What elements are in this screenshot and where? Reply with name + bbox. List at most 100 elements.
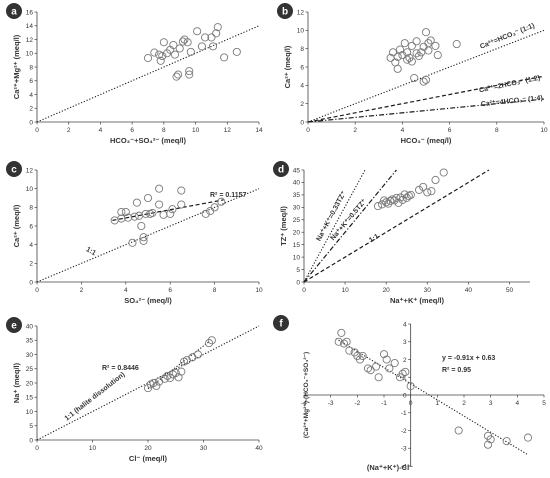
data-point	[186, 47, 195, 56]
x-tick-label: 8	[162, 127, 166, 134]
data-point	[143, 193, 153, 203]
data-point	[412, 37, 421, 46]
data-point	[159, 210, 168, 219]
data-point	[130, 212, 139, 221]
x-tick-label: 3	[489, 400, 493, 407]
y-tick-label: 10	[297, 28, 305, 35]
data-point	[398, 369, 407, 378]
x-axis-title: (Na⁺+K⁺)-Cl⁻	[367, 463, 413, 472]
x-axis-title: Na⁺+K⁺ (meq/l)	[390, 296, 444, 305]
data-point	[419, 182, 428, 191]
ratio-label-1-1: 1:1	[368, 233, 380, 244]
y-tick-label: 25	[293, 217, 301, 224]
panel-letter: a	[11, 7, 17, 18]
x-tick-label: 2	[67, 127, 71, 134]
reference-line	[307, 75, 545, 123]
data-point	[163, 371, 172, 380]
reference-line	[303, 169, 366, 283]
y-tick-label: 6	[29, 78, 33, 85]
data-point	[363, 364, 373, 373]
data-point	[502, 437, 511, 446]
y-tick-label: 35	[293, 192, 301, 199]
data-point	[379, 350, 389, 359]
x-tick-label: 1	[436, 400, 440, 407]
y-tick-label: 8	[300, 46, 304, 53]
y-tick-label: 25	[26, 366, 34, 373]
data-point	[454, 426, 463, 435]
y-tick-label: 0	[296, 279, 300, 286]
y-tick-label: 2	[300, 101, 304, 108]
r-squared-label: R² = 0.95	[442, 367, 471, 374]
data-point	[150, 48, 159, 57]
data-point	[207, 33, 216, 42]
data-point	[177, 200, 186, 209]
data-point	[374, 373, 383, 382]
y-tick-label: 10	[26, 51, 34, 58]
y-tick-label: 6	[29, 223, 33, 230]
data-point	[155, 184, 164, 193]
data-point	[121, 207, 130, 217]
data-point	[382, 355, 391, 364]
y-tick-label: 10	[26, 186, 34, 193]
x-tick-label: 40	[465, 287, 473, 294]
y-tick-label: 4	[29, 242, 33, 249]
data-point	[123, 213, 133, 222]
x-tick-label: 0	[302, 287, 306, 294]
data-point	[132, 198, 141, 207]
x-tick-label: 8	[213, 287, 217, 294]
y-tick-label: 8	[29, 205, 33, 212]
data-point	[388, 48, 398, 57]
data-point	[402, 193, 411, 202]
x-tick-label: -4	[301, 400, 307, 407]
data-point	[392, 193, 401, 202]
data-point	[220, 53, 229, 62]
data-point	[204, 339, 214, 348]
y-tick-label: 0	[300, 119, 304, 126]
data-point	[117, 207, 126, 217]
data-point	[401, 367, 410, 376]
data-point	[385, 364, 394, 373]
x-tick-label: 2	[353, 127, 357, 134]
y-tick-label: 4	[29, 92, 33, 99]
ratio-label-1-1: 1:1	[85, 246, 97, 257]
x-tick-label: 6	[168, 287, 172, 294]
panel-badge	[6, 3, 22, 19]
data-point	[452, 40, 461, 49]
y-tick-label: 15	[26, 395, 34, 402]
data-point	[378, 200, 387, 209]
panel-badge	[6, 317, 22, 333]
data-point	[208, 42, 218, 51]
data-point	[217, 197, 226, 206]
data-point	[419, 77, 428, 86]
data-point	[193, 350, 202, 359]
data-point	[169, 40, 178, 50]
y-tick-label: 1	[403, 375, 407, 382]
y-tick-label: 40	[293, 180, 301, 187]
panel-letter: d	[278, 165, 284, 176]
data-point	[177, 186, 186, 195]
panel-badge	[273, 315, 289, 331]
ratio-label-1-1: Ca²⁺=HCO₃⁻ (1:1)	[479, 22, 536, 50]
data-point	[407, 57, 416, 66]
data-point	[431, 175, 440, 185]
x-tick-label: 0	[35, 445, 39, 452]
data-point	[403, 48, 412, 57]
data-point	[400, 39, 409, 48]
panel-a: 0 2 4 6 8 10 12 14 0 2 4 6 8 10 12 14 16 HCO₃⁻+SO₄²⁻ (meq…	[6, 3, 263, 145]
x-tick-label: -1	[381, 400, 387, 407]
panel-badge	[6, 161, 22, 177]
data-point	[406, 382, 415, 391]
data-point	[390, 358, 399, 368]
data-point	[358, 351, 367, 361]
y-tick-label: -1	[401, 410, 407, 417]
data-point	[373, 202, 383, 211]
panel-d: 0 10 20 30 40 50 0 5 10 15 20 25 30 35 40 45 Na⁺+K⁺ (meq…	[273, 161, 530, 305]
data-point	[407, 41, 416, 50]
data-point	[393, 64, 402, 73]
y-tick-label: 4	[403, 321, 407, 328]
data-point	[168, 205, 177, 214]
x-tick-label: 14	[255, 127, 263, 134]
x-tick-label: 6	[130, 127, 134, 134]
x-axis-title: HCO₃⁻+SO₄²⁻ (meq/l)	[110, 136, 187, 145]
